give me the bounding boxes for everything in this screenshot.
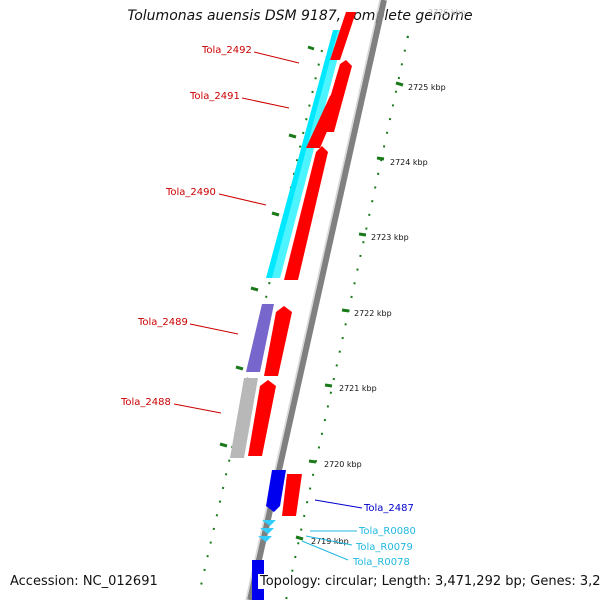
cds-arrow	[284, 146, 328, 280]
rna-feature	[262, 520, 276, 526]
cyan-gene-track	[266, 30, 345, 278]
scale-label: 2726 kbp	[428, 8, 466, 17]
scale-label: 2721 kbp	[339, 384, 377, 393]
scale-label: 2723 kbp	[371, 233, 409, 242]
gene-label: Tola_2490	[165, 187, 216, 198]
scale-label: 2722 kbp	[354, 309, 392, 318]
scale-label: 2720 kbp	[324, 460, 362, 469]
genome-summary: Topology: circular; Length: 3,471,292 bp…	[258, 574, 600, 589]
rna-feature	[258, 536, 272, 542]
cds-arrow	[264, 306, 292, 376]
label-leader-lines	[173, 51, 363, 561]
cds-arrow	[282, 474, 302, 516]
cds-arrow	[306, 90, 342, 148]
forward-cds-track	[248, 12, 356, 516]
accession-label: Accession: NC_012691	[8, 574, 160, 589]
scale-label: 2725 kbp	[408, 83, 446, 92]
other-genes	[230, 304, 286, 600]
gene-labels: Tola_2492 Tola_2491 Tola_2490 Tola_2489 …	[120, 45, 416, 568]
gene-label: Tola_R0080	[358, 526, 416, 537]
outer-tick-track	[285, 35, 409, 600]
gene-label: Tola_2489	[137, 317, 188, 328]
purple-gene	[246, 304, 274, 372]
blue-gene	[266, 470, 286, 512]
gene-label: Tola_R0079	[355, 542, 413, 553]
gray-gene	[230, 378, 258, 458]
map-title: Tolumonas auensis DSM 9187, complete gen…	[127, 8, 473, 24]
cds-arrow	[248, 380, 276, 456]
gene-label: Tola_2487	[363, 503, 414, 514]
cds-arrow	[330, 12, 356, 60]
rna-feature	[260, 528, 274, 534]
scale-label: 2719 kbp	[311, 537, 349, 546]
gene-label: Tola_2492	[201, 45, 252, 56]
scale-labels: 2726 kbp 2725 kbp 2724 kbp 2723 kbp 2722…	[311, 8, 466, 546]
scale-label: 2724 kbp	[390, 158, 428, 167]
gene-label: Tola_2488	[120, 397, 171, 408]
gene-label: Tola_R0078	[352, 557, 410, 568]
scale-major-ticks	[219, 45, 404, 541]
gene-label: Tola_2491	[189, 91, 240, 102]
